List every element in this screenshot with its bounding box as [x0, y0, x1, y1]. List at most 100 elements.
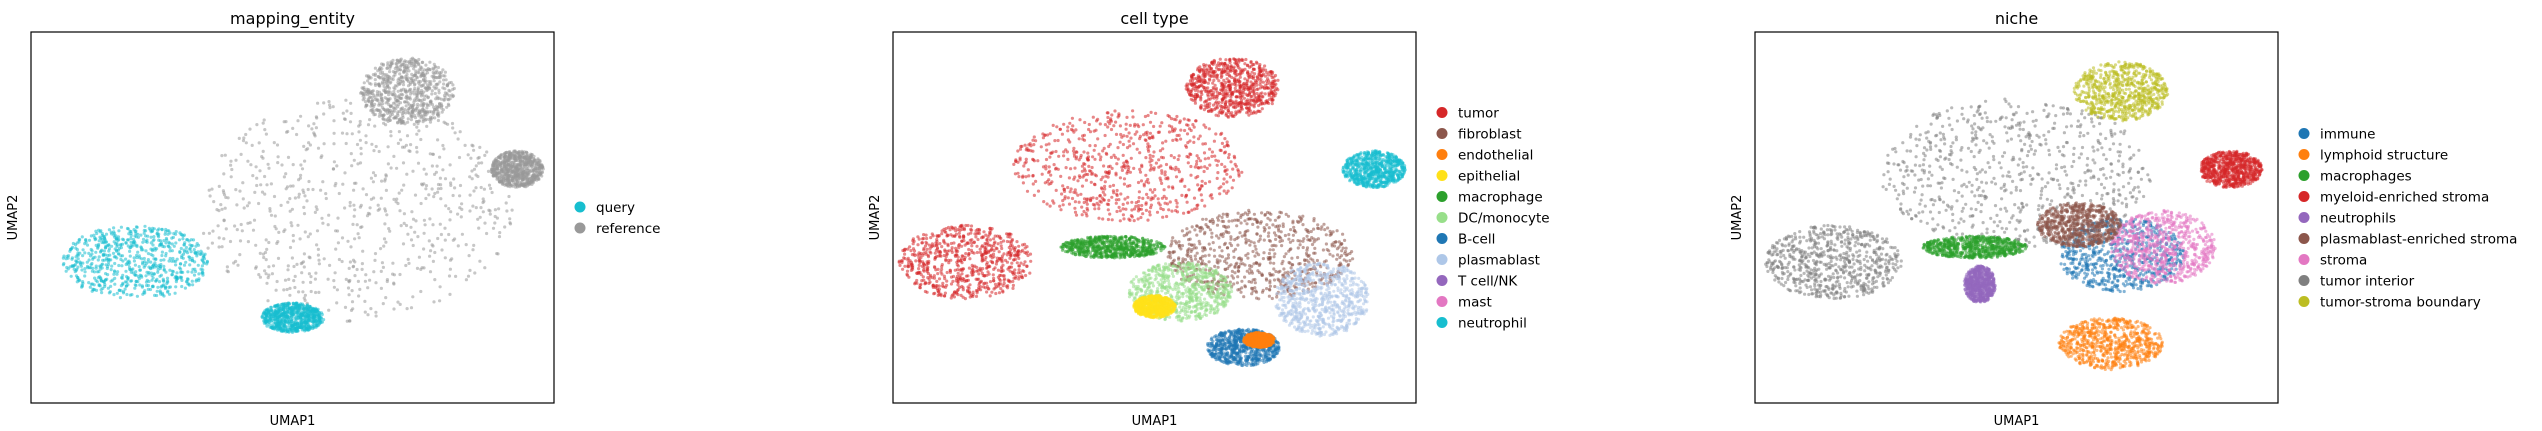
scatter-point: [1084, 172, 1088, 176]
scatter-point: [1066, 196, 1070, 200]
scatter-point: [421, 98, 425, 102]
scatter-point: [309, 275, 313, 279]
scatter-point: [379, 196, 383, 200]
scatter-point: [285, 287, 289, 292]
scatter-point: [261, 121, 265, 125]
scatter-point: [518, 162, 522, 166]
scatter-point: [134, 232, 138, 236]
scatter-point: [373, 124, 377, 128]
scatter-point: [1237, 174, 1241, 178]
cluster-tumor: [1184, 57, 1280, 119]
scatter-point: [472, 243, 476, 247]
scatter-point: [1141, 196, 1145, 200]
scatter-point: [1187, 188, 1191, 192]
scatter-point: [436, 236, 440, 241]
scatter-point: [1121, 153, 1125, 157]
scatter-point: [408, 89, 412, 93]
scatter-point: [439, 70, 444, 74]
scatter-point: [1186, 161, 1190, 165]
scatter-point: [291, 301, 296, 305]
scatter-point: [388, 229, 392, 233]
scatter-point: [1267, 94, 1271, 98]
scatter-point: [1132, 166, 1136, 170]
scatter-point: [331, 167, 335, 171]
scatter-point: [477, 226, 481, 230]
scatter-point: [286, 200, 290, 204]
scatter-point: [317, 310, 321, 314]
scatter-point: [408, 97, 412, 101]
scatter-point: [401, 113, 405, 118]
scatter-point: [152, 235, 156, 239]
scatter-point: [424, 172, 428, 176]
scatter-point: [1134, 204, 1138, 208]
scatter-point: [358, 287, 362, 291]
scatter-point: [504, 172, 508, 176]
scatter-point: [1082, 162, 1086, 166]
scatter-point: [170, 249, 174, 253]
scatter-point: [525, 173, 529, 177]
scatter-point: [91, 287, 95, 291]
scatter-point: [406, 232, 410, 236]
scatter-point: [332, 160, 336, 164]
scatter-point: [166, 232, 170, 236]
scatter-point: [1208, 163, 1212, 167]
scatter-point: [75, 280, 79, 284]
scatter-point: [68, 265, 72, 269]
scatter-point: [394, 62, 398, 66]
scatter-point: [291, 126, 295, 130]
scatter-point: [1193, 96, 1198, 100]
scatter-point: [104, 232, 109, 236]
scatter-point: [1200, 198, 1204, 202]
scatter-point: [382, 244, 386, 248]
scatter-point: [1225, 180, 1229, 184]
scatter-point: [1266, 86, 1270, 90]
scatter-point: [1068, 121, 1072, 125]
scatter-point: [390, 110, 394, 114]
scatter-point: [261, 149, 265, 153]
scatter-point: [368, 206, 372, 210]
scatter-point: [156, 285, 160, 289]
scatter-point: [406, 120, 410, 124]
scatter-point: [479, 206, 483, 210]
scatter-point: [129, 236, 133, 241]
scatter-point: [247, 201, 251, 205]
scatter-point: [415, 125, 419, 129]
scatter-point: [111, 251, 116, 255]
scatter-point: [302, 318, 306, 322]
scatter-point: [365, 87, 369, 91]
scatter-point: [138, 273, 142, 277]
scatter-point: [257, 201, 261, 206]
scatter-point: [264, 132, 268, 136]
scatter-point: [1154, 111, 1158, 115]
scatter-point: [181, 237, 185, 241]
scatter-point: [265, 324, 269, 328]
scatter-point: [500, 167, 504, 171]
scatter-point: [509, 155, 513, 159]
scatter-point: [188, 247, 192, 251]
scatter-point: [174, 232, 178, 236]
scatter-point: [100, 231, 104, 236]
scatter-point: [1082, 167, 1086, 171]
scatter-point: [129, 240, 133, 244]
scatter-point: [89, 234, 93, 238]
scatter-point: [223, 153, 227, 157]
scatter-point: [307, 272, 311, 276]
scatter-point: [398, 109, 402, 114]
scatter-point: [259, 183, 263, 187]
scatter-point: [412, 64, 416, 68]
scatter-point: [1024, 148, 1028, 152]
scatter-point: [447, 274, 452, 278]
scatter-point: [1130, 215, 1134, 219]
scatter-point: [402, 221, 406, 225]
scatter-point: [1200, 92, 1204, 96]
scatter-point: [265, 247, 269, 251]
scatter-point: [485, 150, 489, 154]
scatter-point: [146, 260, 150, 264]
scatter-point: [1066, 185, 1070, 190]
scatter-point: [429, 249, 433, 253]
scatter-point: [314, 205, 318, 209]
scatter-point: [332, 142, 336, 146]
scatter-point: [254, 243, 258, 247]
scatter-point: [266, 299, 270, 303]
scatter-point: [360, 225, 364, 229]
